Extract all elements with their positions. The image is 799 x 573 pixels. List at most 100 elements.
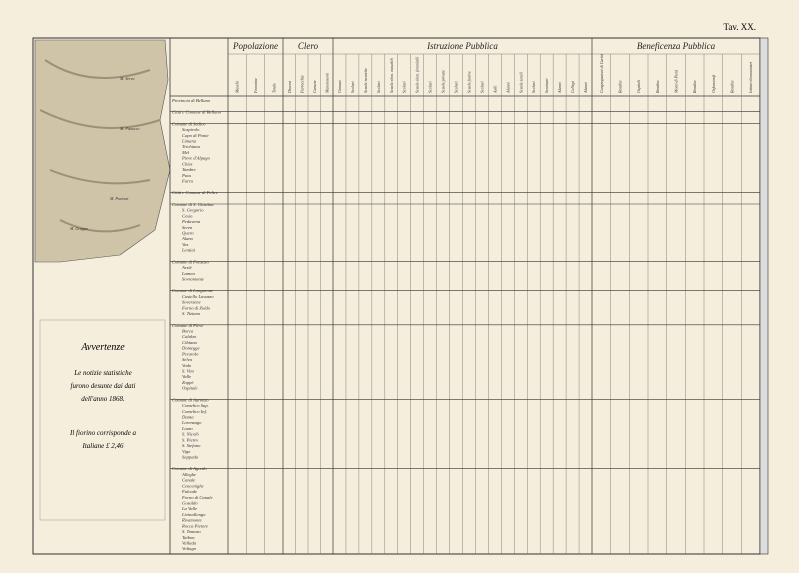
row-label: Forno di Canale <box>181 495 213 500</box>
notes-line: Italiane £ 2,46 <box>81 442 124 450</box>
column-header: Monti di Pietà <box>674 70 679 94</box>
column-header: Scuole festive <box>466 71 471 93</box>
row-label: Canale <box>182 478 195 483</box>
column-header: Orfanotrofi <box>711 75 716 93</box>
notes-line: Il fiorino corrisponde a <box>69 429 136 437</box>
row-label: Chies <box>182 161 193 166</box>
column-header: Scolari <box>402 81 407 93</box>
column-header: Scolari <box>479 81 484 93</box>
row-label: Sospirolo <box>182 127 200 132</box>
row-label: Calalzo <box>182 334 197 339</box>
row-label: Comune di S. Giustina <box>172 202 214 207</box>
notes-line: dell'anno 1868. <box>81 395 125 403</box>
column-header: Congregazioni di Carità <box>599 54 604 93</box>
row-label: Mel <box>181 150 190 155</box>
column-header: Scolari <box>428 81 433 93</box>
row-label: Vas <box>182 242 189 247</box>
row-label: Valle <box>182 374 191 379</box>
row-label: Livinallongo <box>181 512 206 517</box>
row-label: Lentiai <box>181 248 196 253</box>
row-label: S. Stefano <box>182 443 201 448</box>
column-header: Totale <box>271 83 276 93</box>
row-label: S. Nicolò <box>182 432 200 437</box>
column-header: Seminari <box>544 79 549 93</box>
row-label: Arsiè <box>181 265 192 270</box>
row-label: S. Tomaso <box>182 529 201 534</box>
column-header: Parrocchie <box>299 75 304 94</box>
column-group-header: Clero <box>298 41 319 51</box>
column-group-header: Beneficenza Pubblica <box>637 41 716 51</box>
map <box>34 39 171 263</box>
row-label: Perarolo <box>181 351 199 356</box>
row-label: Voltago <box>182 546 197 551</box>
row-label: Alleghe <box>181 472 196 477</box>
column-group-header: Popolazione <box>232 41 278 51</box>
row-label: Cencenighe <box>182 483 204 488</box>
row-label: Comune di Sedico <box>172 121 206 126</box>
row-label: Comune di Longarone <box>172 288 213 293</box>
row-label: Vodo <box>182 363 192 368</box>
row-label: Quero <box>182 230 194 235</box>
column-header: Alunni <box>583 82 588 94</box>
column-header: Scuole tecniche <box>363 68 368 93</box>
notes-line: furono desunte dai dati <box>71 382 136 390</box>
row-label: Taibon <box>182 535 195 540</box>
row-label: Domegge <box>181 346 200 351</box>
row-label: Sappada <box>182 454 199 459</box>
column-header: Ginnasi <box>337 80 342 93</box>
column-header: Rendita <box>730 81 735 94</box>
row-label: Forno di Zoldo <box>181 305 211 310</box>
row-label: Pedavena <box>181 219 201 224</box>
row-label: Limana <box>181 138 197 143</box>
map-label: M. Grappa <box>69 226 88 231</box>
row-label: Cesio <box>182 213 193 218</box>
column-header: Alunni <box>557 82 562 94</box>
map-hatching <box>39 59 161 233</box>
row-label: S. Vito <box>182 368 195 373</box>
row-label: S. Gregorio <box>182 208 204 213</box>
notes-box <box>39 319 166 521</box>
row-label: Castello Lavazzo <box>182 294 214 299</box>
column-header: Scolari <box>376 81 381 93</box>
column-header: Scolari <box>454 81 459 93</box>
row-label: Gosaldo <box>182 500 198 505</box>
row-label: Pieve d'Alpago <box>181 156 211 161</box>
column-header: Alunni <box>505 82 510 94</box>
column-header: Asili <box>492 86 497 94</box>
column-header: Scuole serali <box>518 72 523 93</box>
column-group-header: Istruzione Pubblica <box>426 41 498 51</box>
column-header: Femmine <box>253 78 258 94</box>
row-label: Trichiana <box>182 144 201 149</box>
column-header: Rendita <box>692 81 697 94</box>
row-label: Comune di Fonzaso <box>172 259 209 264</box>
row-label: Comelico Inf. <box>182 409 207 414</box>
row-label: Selva <box>182 357 193 362</box>
row-label: Cibiana <box>182 340 198 345</box>
column-header: Scuole private <box>441 70 446 93</box>
row-label: Farra <box>181 178 194 183</box>
row-label: Lorenzago <box>181 420 202 425</box>
row-label: Capo di Ponte <box>182 133 209 138</box>
map-label: M. Pizzocco <box>119 126 140 131</box>
row-label: Provincia di Belluno <box>171 98 211 103</box>
row-label: Rocca Pietore <box>181 523 208 528</box>
row-label: Vigo <box>182 449 191 454</box>
edge-band <box>759 37 769 555</box>
notes-line: Le notizie statistiche <box>73 369 132 377</box>
column-header: Rendita <box>618 81 623 94</box>
row-label: S. Pietro <box>182 437 199 442</box>
map-label: M. Pavione <box>109 196 129 201</box>
column-header: Curazie <box>312 80 317 93</box>
row-label: Puos <box>181 173 191 178</box>
row-label: Comelico Sup. <box>182 403 209 408</box>
row-label: Comune di Pieve <box>172 323 203 328</box>
row-label: Città e Comune di Feltre <box>172 190 218 195</box>
row-label: Sovramonte <box>182 276 204 281</box>
column-header: Scolari <box>531 81 536 93</box>
column-header: Scolari <box>350 81 355 93</box>
row-label: Vallada <box>182 540 197 545</box>
row-label: Tambre <box>182 167 196 172</box>
row-label: S. Tiziano <box>182 311 201 316</box>
column-header: Diocesi <box>287 81 292 94</box>
